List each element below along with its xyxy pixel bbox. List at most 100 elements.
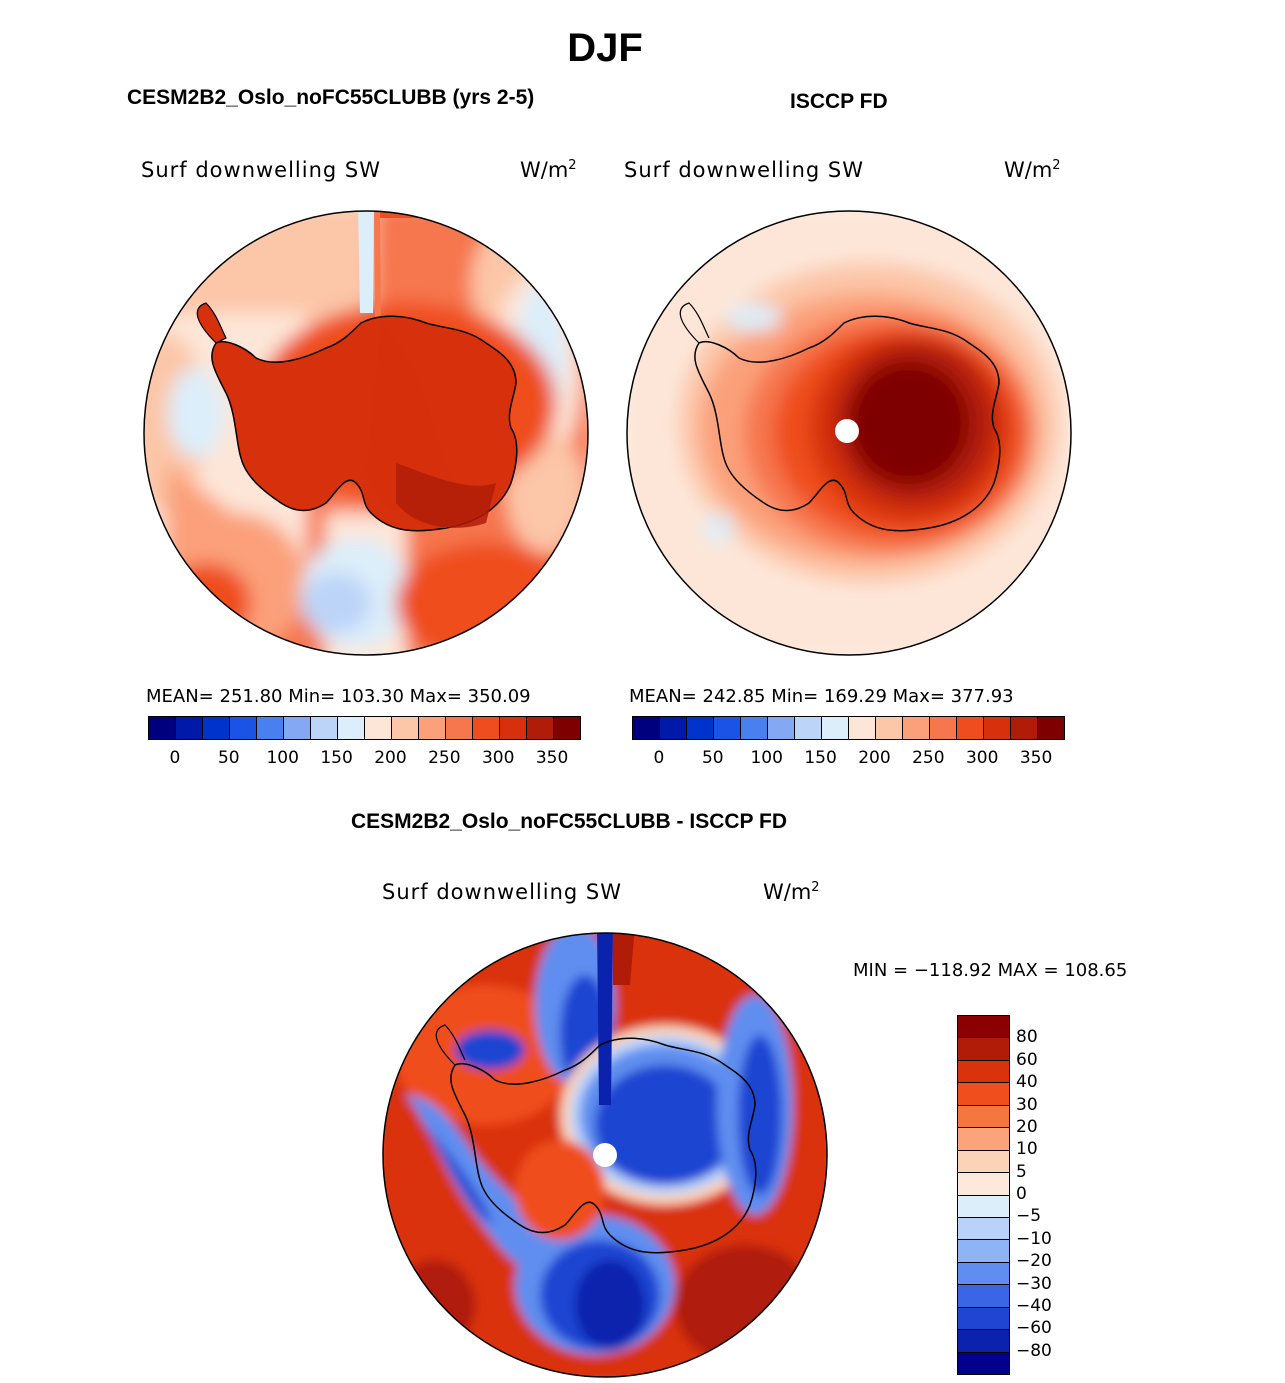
colorbar-swatch [284, 717, 311, 739]
obs-variable-label: Surf downwelling SW [624, 158, 865, 182]
colorbar-tick-label: −30 [1016, 1273, 1052, 1294]
colorbar-swatch [500, 717, 527, 739]
colorbar-swatch [149, 717, 176, 739]
colorbar-tick-label: −60 [1016, 1318, 1052, 1339]
colorbar-swatch [392, 717, 419, 739]
model-units-label: W/m2 [520, 158, 577, 182]
colorbar-tick-label: 80 [1016, 1027, 1038, 1048]
colorbar-swatch [958, 1173, 1009, 1196]
colorbar-swatch [958, 1262, 1009, 1286]
colorbar-tick-label: 0 [169, 748, 181, 768]
colorbar-swatch [687, 717, 714, 739]
model-colorbar-ticks: 0 50 100 150 200 250 300 350 [148, 748, 579, 768]
colorbar-tick-label: 150 [804, 748, 837, 768]
colorbar-tick-label: 50 [217, 748, 240, 768]
colorbar-swatch [958, 1195, 1009, 1218]
diff-units-label: W/m2 [763, 880, 820, 904]
colorbar-tick-label: 60 [1016, 1049, 1038, 1070]
figure-title: DJF [567, 26, 643, 70]
colorbar-tick-label: 200 [374, 748, 407, 768]
diff-stats: MIN = −118.92 MAX = 108.65 [853, 960, 1128, 981]
colorbar-tick-label: 20 [1016, 1116, 1038, 1137]
colorbar-tick-label: 300 [965, 748, 999, 768]
model-variable-label: Surf downwelling SW [141, 158, 382, 182]
colorbar-swatch [660, 717, 687, 739]
colorbar-swatch [958, 1240, 1009, 1263]
colorbar-tick-label: 40 [1016, 1072, 1038, 1093]
colorbar-swatch [958, 1217, 1009, 1241]
diff-colorbar-labels: 80 60 40 30 20 10 5 0 −5 −10 −20 −30 −40 −60 −80 [1016, 1015, 1096, 1373]
colorbar-swatch [903, 717, 930, 739]
colorbar-swatch [338, 717, 365, 739]
colorbar-tick-label: 0 [1016, 1184, 1027, 1204]
colorbar-tick-label: −10 [1016, 1228, 1052, 1249]
colorbar-swatch [795, 717, 822, 739]
colorbar-tick-label: 10 [1016, 1139, 1038, 1160]
obs-stats: MEAN= 242.85 Min= 169.29 Max= 377.93 [629, 686, 1014, 707]
colorbar-swatch [822, 717, 849, 739]
model-colorbar [148, 716, 581, 740]
colorbar-swatch [958, 1128, 1009, 1151]
colorbar-swatch [230, 717, 257, 739]
colorbar-tick-label: 250 [428, 748, 461, 768]
colorbar-swatch [958, 1105, 1009, 1129]
colorbar-tick-label: 5 [1016, 1161, 1027, 1182]
colorbar-swatch [958, 1285, 1009, 1308]
obs-units-label: W/m2 [1004, 158, 1061, 182]
diff-map [382, 932, 828, 1378]
colorbar-tick-label: 100 [266, 748, 299, 768]
colorbar-swatch [849, 717, 876, 739]
colorbar-swatch [419, 717, 446, 739]
colorbar-swatch [958, 1150, 1009, 1174]
colorbar-swatch [958, 1038, 1009, 1061]
colorbar-tick-label: 150 [320, 748, 353, 768]
colorbar-swatch [930, 717, 957, 739]
colorbar-swatch [1011, 717, 1038, 739]
colorbar-tick-label: −20 [1016, 1251, 1052, 1272]
obs-map [626, 210, 1072, 656]
colorbar-swatch [958, 1307, 1009, 1331]
colorbar-swatch [768, 717, 795, 739]
colorbar-swatch [446, 717, 473, 739]
colorbar-swatch [741, 717, 768, 739]
colorbar-swatch [958, 1060, 1009, 1084]
colorbar-tick-label: 250 [912, 748, 945, 768]
diff-panel-title: CESM2B2_Oslo_noFC55CLUBB - ISCCP FD [351, 810, 788, 833]
colorbar-tick-label: 0 [653, 748, 665, 768]
colorbar-tick-label: 200 [858, 748, 891, 768]
colorbar-swatch [203, 717, 230, 739]
colorbar-swatch [958, 1330, 1009, 1353]
model-panel-title: CESM2B2_Oslo_noFC55CLUBB (yrs 2-5) [127, 86, 535, 109]
colorbar-swatch [257, 717, 284, 739]
colorbar-swatch [554, 717, 580, 739]
colorbar-swatch [958, 1352, 1009, 1374]
model-map [143, 210, 589, 656]
model-stats: MEAN= 251.80 Min= 103.30 Max= 350.09 [146, 686, 531, 707]
colorbar-swatch [527, 717, 554, 739]
colorbar-swatch [957, 717, 984, 739]
colorbar-swatch [714, 717, 741, 739]
colorbar-swatch [958, 1016, 1009, 1039]
colorbar-tick-label: 100 [750, 748, 783, 768]
obs-map-field [626, 210, 1072, 656]
colorbar-tick-label: 300 [481, 748, 515, 768]
colorbar-swatch [876, 717, 903, 739]
colorbar-swatch [176, 717, 203, 739]
colorbar-tick-label: −5 [1016, 1206, 1042, 1227]
obs-panel-title: ISCCP FD [790, 90, 888, 113]
colorbar-swatch [984, 717, 1011, 739]
colorbar-tick-label: −40 [1016, 1295, 1052, 1316]
colorbar-tick-label: 350 [1019, 748, 1053, 768]
diff-variable-label: Surf downwelling SW [382, 880, 623, 904]
colorbar-tick-label: 50 [701, 748, 724, 768]
diff-map-field [382, 932, 828, 1378]
colorbar-tick-label: −80 [1016, 1340, 1052, 1361]
colorbar-swatch [633, 717, 660, 739]
obs-colorbar-ticks: 0 50 100 150 200 250 300 350 [632, 748, 1063, 768]
diff-colorbar [957, 1015, 1010, 1375]
colorbar-swatch [365, 717, 392, 739]
model-map-field [143, 210, 589, 656]
colorbar-swatch [1038, 717, 1064, 739]
colorbar-tick-label: 350 [535, 748, 569, 768]
obs-colorbar [632, 716, 1065, 740]
